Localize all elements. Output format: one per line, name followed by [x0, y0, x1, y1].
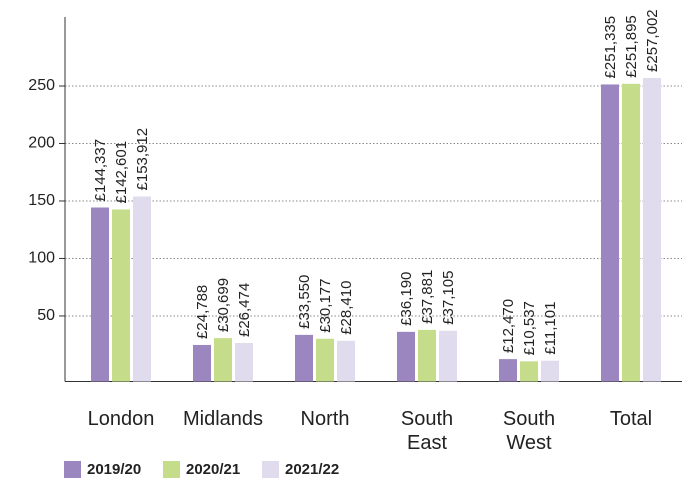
bar: [91, 207, 109, 382]
bar: [643, 77, 661, 382]
bar: [622, 83, 640, 382]
value-label: £37,881: [419, 270, 436, 324]
y-tick-label: 50: [37, 307, 55, 324]
bar: [601, 84, 619, 382]
x-tick-label: Total: [609, 408, 653, 430]
bar: [439, 330, 457, 382]
x-tick-label: London: [87, 408, 155, 430]
bar: [235, 343, 253, 382]
value-label: £12,470: [500, 299, 517, 353]
bar: [397, 331, 415, 382]
y-tick-label: 100: [28, 250, 55, 267]
bar: [316, 338, 334, 382]
bar: [337, 340, 355, 382]
value-label: £142,601: [113, 141, 130, 204]
value-label: £251,895: [623, 15, 640, 78]
x-tick-label: Midlands: [182, 408, 264, 430]
legend-item: 2020/21: [163, 461, 240, 478]
y-tick-label: 200: [28, 135, 55, 152]
legend-label: 2019/20: [87, 461, 142, 478]
value-label: £37,105: [440, 271, 457, 325]
value-label: £28,410: [338, 281, 355, 335]
value-label: £24,788: [194, 285, 211, 339]
x-tick-label: South West: [502, 408, 556, 454]
y-tick-label: 250: [28, 77, 55, 94]
value-label: £30,699: [215, 278, 232, 332]
bar: [541, 360, 559, 382]
x-tick-label: North: [300, 408, 350, 430]
x-tick-label: South East: [400, 408, 454, 454]
value-label: £11,101: [542, 302, 559, 355]
legend-swatch: [262, 461, 279, 478]
value-label: £36,190: [398, 272, 415, 326]
bar: [133, 196, 151, 382]
value-label: £26,474: [236, 283, 253, 337]
bar: [418, 329, 436, 382]
legend-item: 2021/22: [262, 461, 339, 478]
legend-label: 2020/21: [186, 461, 241, 478]
bar: [499, 359, 517, 382]
y-tick-label: 150: [28, 192, 55, 209]
value-label: £251,335: [602, 16, 619, 79]
legend-swatch: [64, 461, 81, 478]
value-label: £33,550: [296, 275, 313, 329]
bar: [193, 344, 211, 382]
legend-item: 2019/20: [64, 461, 141, 478]
value-label: £257,002: [644, 9, 661, 72]
value-label: £153,912: [134, 128, 151, 191]
value-label: £30,177: [317, 279, 334, 333]
bar: [520, 361, 538, 382]
bar: [214, 338, 232, 382]
value-label: £144,337: [92, 139, 109, 202]
value-label: £10,537: [521, 301, 538, 355]
legend-label: 2021/22: [285, 461, 340, 478]
bar: [112, 209, 130, 382]
legend-swatch: [163, 461, 180, 478]
bar: [295, 334, 313, 382]
